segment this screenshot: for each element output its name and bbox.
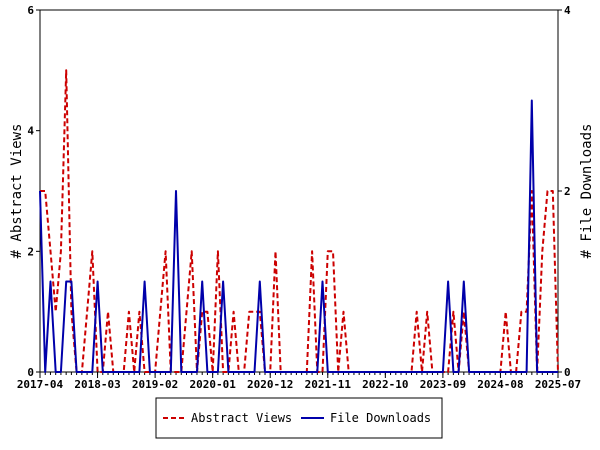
ticks-layer: 0 2 4 6 0 2 4 2017-04 2018-03 2019-02 2020-01 2020-…: [17, 4, 581, 391]
legend: Abstract Views File Downloads: [155, 397, 443, 439]
legend-abstract-views-label: Abstract Views: [191, 411, 292, 425]
x-tick-label: 2018-03: [74, 378, 120, 391]
series-layer: [39, 69, 559, 373]
plot-area: [39, 9, 559, 373]
y-axis-title: # Abstract Views: [9, 124, 25, 259]
legend-file-downloads-label: File Downloads: [330, 411, 431, 425]
x-tick-label: 2020-01: [189, 378, 236, 391]
y2-tick-label: 4: [564, 4, 571, 17]
x-tick-label: 2022-10: [362, 378, 408, 391]
x-tick-label: 2023-09: [420, 378, 466, 391]
y-tick-label: 6: [27, 4, 34, 17]
x-tick-label: 2017-04: [17, 378, 64, 391]
series-file-downloads-line: [39, 99, 558, 373]
y2-axis-title: # File Downloads: [579, 124, 595, 259]
x-tick-label: 2020-12: [247, 378, 293, 391]
y-tick-label: 0: [27, 366, 34, 379]
y-tick-label: 4: [27, 125, 34, 138]
x-tick-label: 2019-02: [132, 378, 178, 391]
y2-tick-label: 0: [564, 366, 571, 379]
x-tick-label: 2021-11: [305, 378, 352, 391]
y-tick-label: 2: [27, 245, 34, 258]
x-tick-label: 2024-08: [477, 378, 523, 391]
x-tick-label: 2025-07: [535, 378, 581, 391]
y2-tick-label: 2: [564, 185, 571, 198]
legend-box: [155, 397, 443, 439]
